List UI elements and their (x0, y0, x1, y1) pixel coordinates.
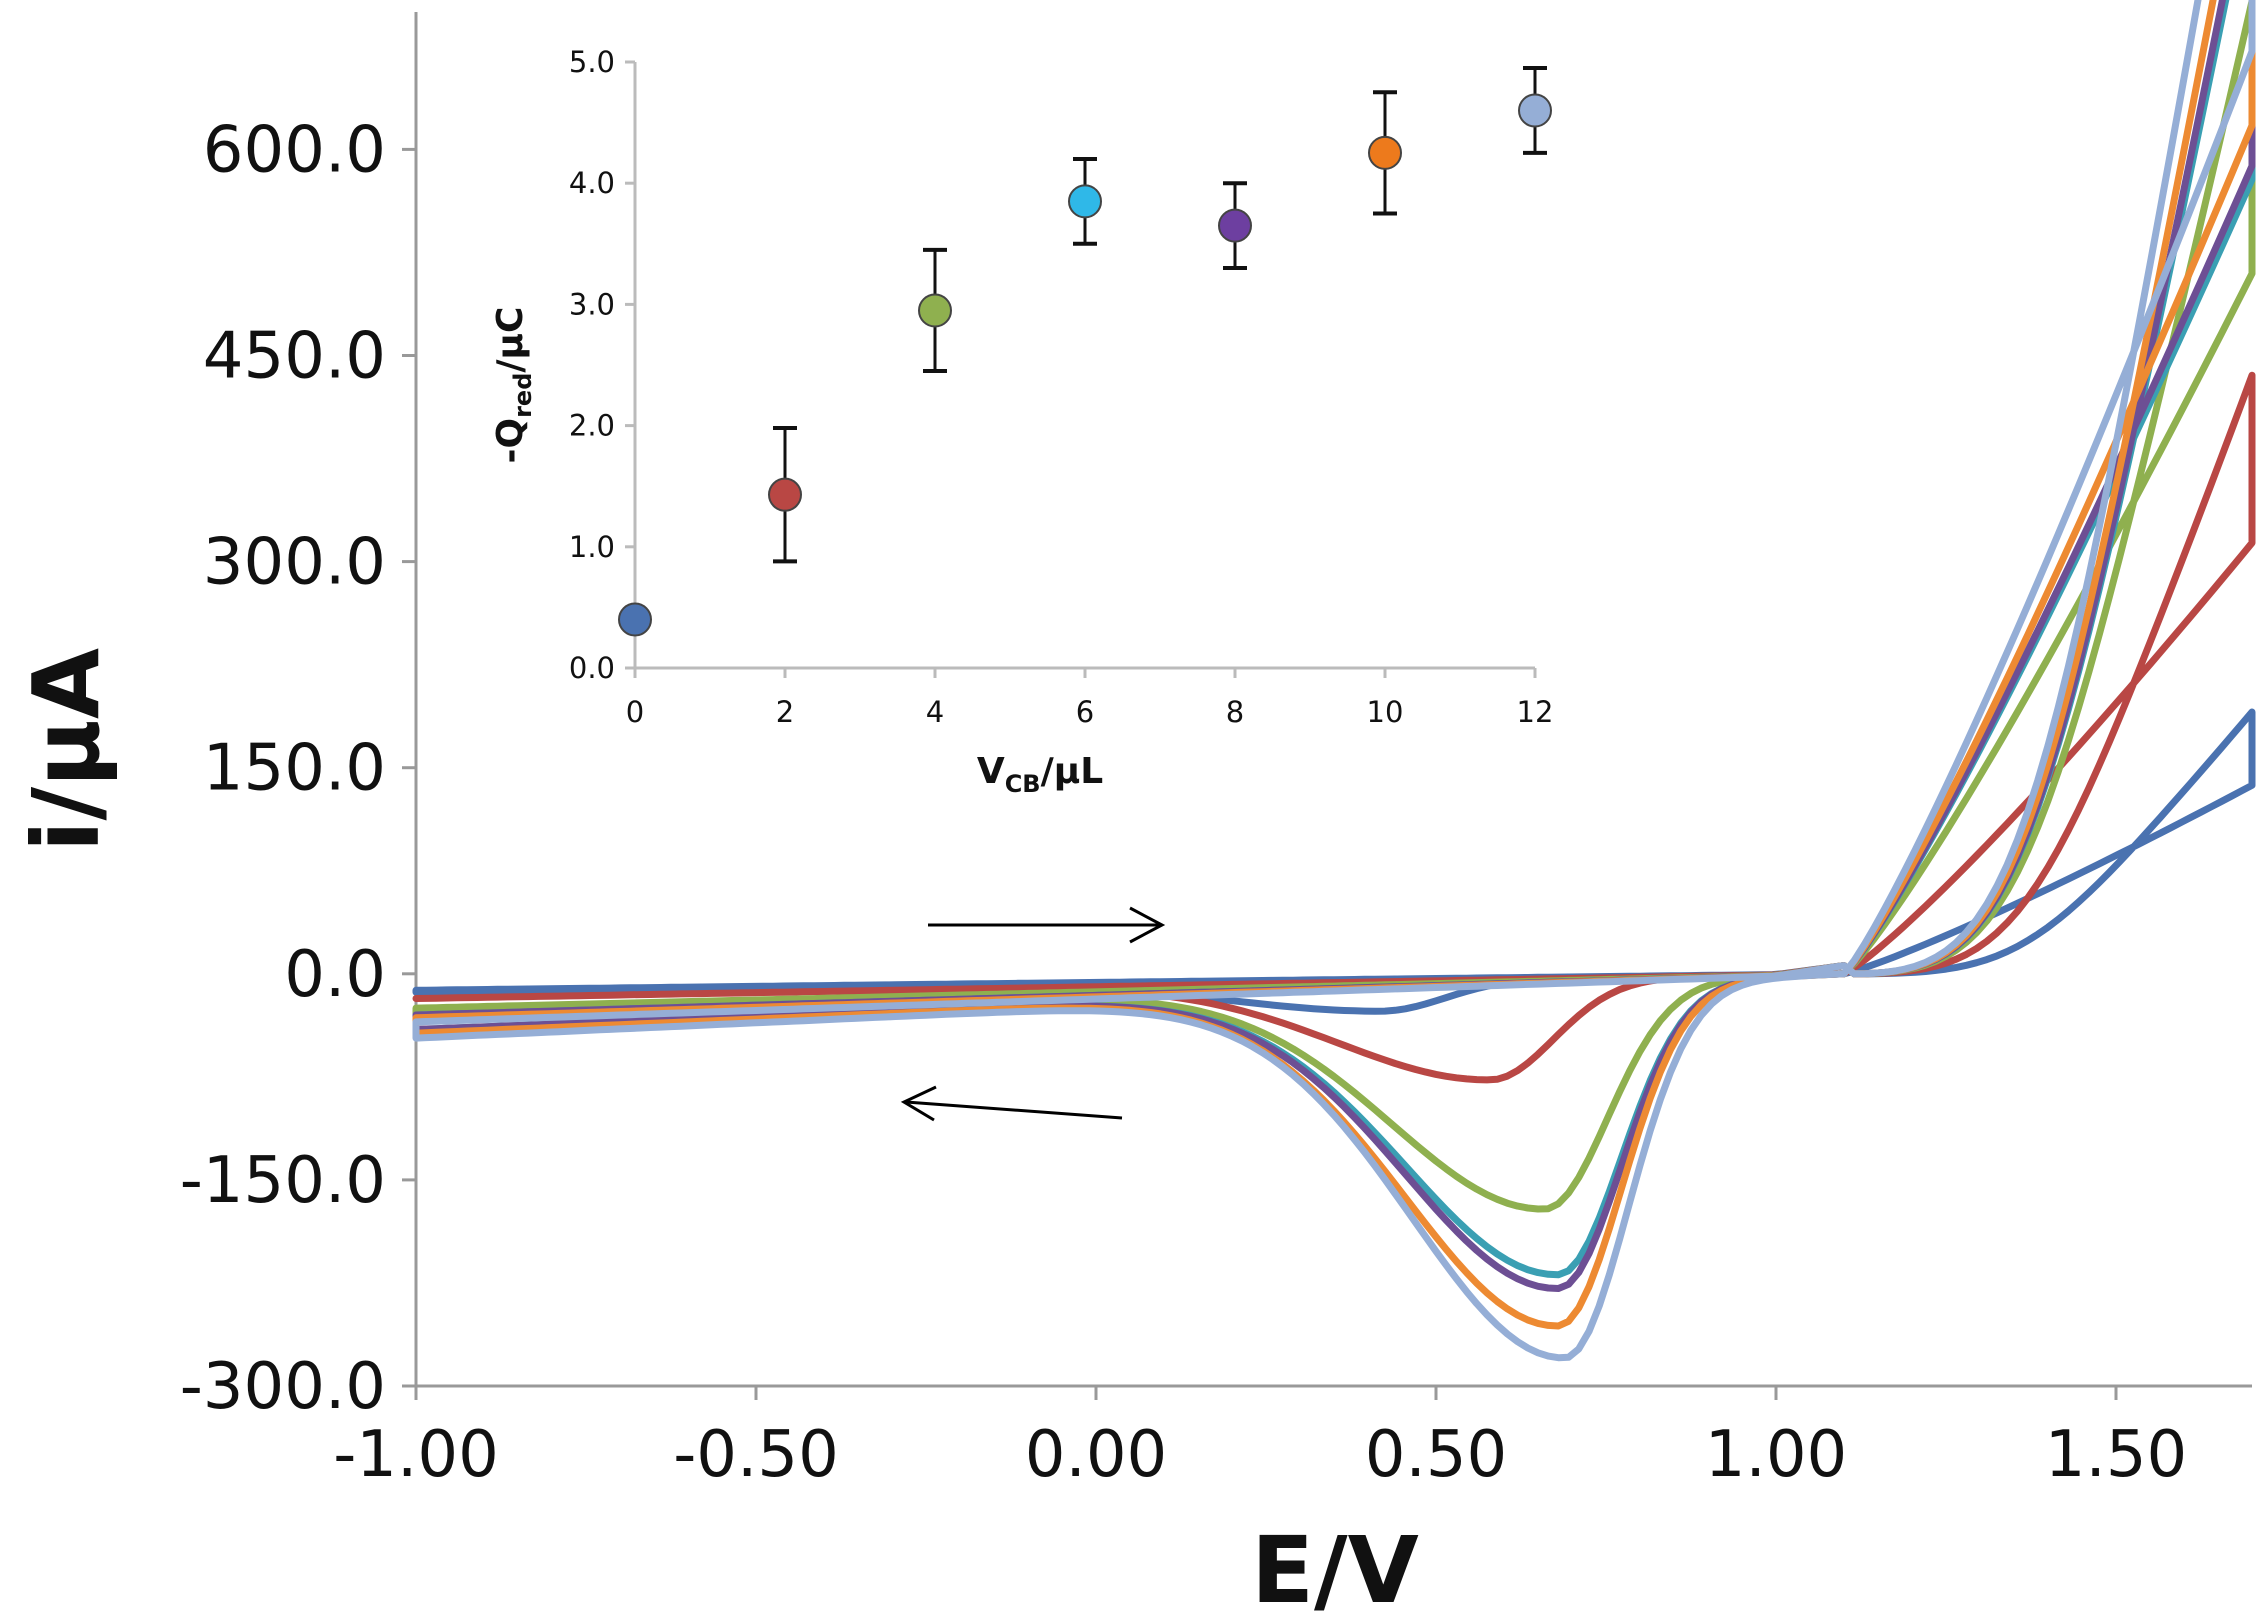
inset-x-tick-label: 8 (1226, 695, 1244, 729)
main-y-tick-label: -150.0 (180, 1144, 386, 1218)
main-y-tick-label: 0.0 (284, 938, 386, 1012)
reverse-scan-arrow (905, 1100, 1123, 1120)
inset-y-tick-label: 5.0 (569, 45, 615, 79)
main-x-ticks: -1.00 -0.50 0.00 0.50 1.00 1.50 (333, 1386, 2187, 1492)
main-x-tick-label: 1.50 (2045, 1418, 2188, 1492)
inset-y-ticks: 0.0 1.0 2.0 3.0 4.0 5.0 (569, 45, 635, 685)
inset-data-point (918, 293, 952, 328)
inset-chart: 0.0 1.0 2.0 3.0 4.0 5.0 0 2 4 6 8 10 12 VCB/μL -Qre… (490, 45, 1553, 798)
inset-y-axis-title: -Qred/μC (490, 307, 537, 464)
scan-arrows (900, 906, 1166, 1122)
main-y-tick-label: 450.0 (203, 320, 386, 394)
main-x-tick-label: 0.00 (1025, 1418, 1168, 1492)
cv-curve (412, 0, 2256, 1292)
main-y-tick-label: 600.0 (203, 113, 386, 187)
inset-data-point (1218, 208, 1252, 243)
cv-curves (412, 0, 2256, 1362)
inset-x-title-tail: /μL (1041, 751, 1104, 792)
main-x-tick-label: 1.00 (1705, 1418, 1848, 1492)
inset-data-point (618, 602, 652, 637)
inset-x-tick-label: 4 (926, 695, 944, 729)
main-x-tick-label: -1.00 (333, 1418, 499, 1492)
main-x-axis-title: E/V (1251, 1517, 1419, 1620)
inset-x-tick-label: 6 (1076, 695, 1094, 729)
inset-y-tick-label: 4.0 (569, 166, 615, 200)
main-y-tick-label: -300.0 (180, 1350, 386, 1424)
inset-y-tick-label: 1.0 (569, 530, 615, 564)
cv-curve (412, 0, 2256, 1330)
inset-x-axis-title: VCB/μL (977, 751, 1103, 798)
main-y-tick-label: 300.0 (203, 526, 386, 600)
main-y-axis-title: i/μA (13, 648, 120, 852)
inset-y-tick-label: 0.0 (569, 651, 615, 685)
inset-x-tick-label: 10 (1367, 695, 1404, 729)
inset-data-point (1518, 93, 1552, 128)
inset-x-ticks: 0 2 4 6 8 10 12 (626, 668, 1554, 729)
cv-curve (412, 371, 2256, 1084)
inset-data-point (768, 477, 802, 512)
inset-x-title-main: V (977, 751, 1005, 792)
inset-y-title-tail: /μC (490, 307, 531, 373)
main-x-tick-label: -0.50 (673, 1418, 839, 1492)
inset-y-tick-label: 2.0 (569, 409, 615, 443)
inset-x-tick-label: 0 (626, 695, 644, 729)
main-x-tick-label: 0.50 (1365, 1418, 1508, 1492)
inset-x-title-sub: CB (1005, 770, 1041, 798)
inset-y-tick-label: 3.0 (569, 287, 615, 321)
inset-x-tick-label: 12 (1517, 695, 1554, 729)
inset-points (618, 66, 1552, 637)
reverse-scan-arrowhead (900, 1085, 937, 1122)
inset-x-tick-label: 2 (776, 695, 794, 729)
inset-data-point (1068, 184, 1102, 219)
main-y-tick-label: 150.0 (203, 732, 386, 806)
inset-y-title-sub: red (509, 373, 537, 418)
forward-scan-arrowhead (1129, 906, 1166, 944)
inset-data-point (1368, 135, 1402, 170)
cv-curve (412, 0, 2256, 1362)
cv-curve (412, 0, 2256, 1279)
main-y-ticks: -300.0 -150.0 0.0 150.0 300.0 450.0 600.0 (180, 113, 416, 1424)
inset-y-title-main: -Q (490, 418, 531, 464)
